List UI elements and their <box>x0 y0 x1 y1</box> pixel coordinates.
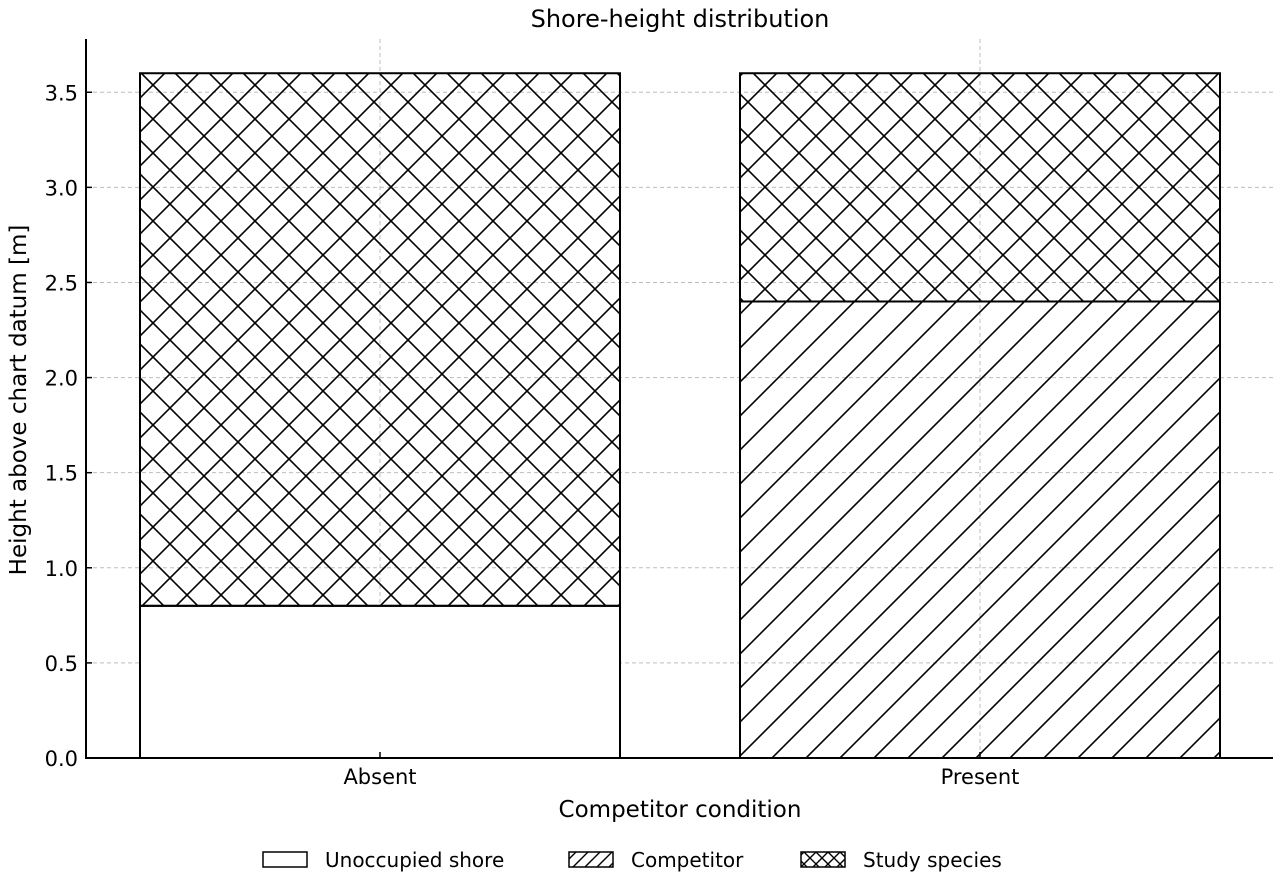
y-tick-label-0: 0.0 <box>45 747 78 771</box>
legend-swatch-2 <box>800 851 846 868</box>
y-tick-label-2: 1.0 <box>45 557 78 581</box>
x-axis-ticks: Absent Present <box>343 752 1019 789</box>
bar-present-competitor <box>739 300 1221 759</box>
legend-item-competitor: Competitor <box>568 848 744 872</box>
y-axis-ticks: 0.0 0.5 1.0 1.5 2.0 2.5 3.0 3.5 <box>45 81 92 771</box>
bar-absent-unoccupied-shore <box>139 604 621 759</box>
bar-present-study-species <box>739 72 1221 303</box>
bars <box>139 72 1221 759</box>
x-axis-label: Competitor condition <box>559 797 802 823</box>
chart-title: Shore-height distribution <box>531 5 830 33</box>
legend-label-2: Study species <box>863 848 1002 872</box>
y-axis-label: Height above chart datum [m] <box>6 225 32 576</box>
y-tick-label-4: 2.0 <box>45 367 78 391</box>
legend-item-study-species: Study species <box>800 848 1002 872</box>
y-tick-label-6: 3.0 <box>45 176 78 200</box>
x-tick-label-1: Present <box>941 765 1020 789</box>
legend-label-1: Competitor <box>631 848 744 872</box>
legend-item-unoccupied-shore: Unoccupied shore <box>262 848 504 872</box>
x-tick-label-0: Absent <box>343 765 416 789</box>
y-tick-label-7: 3.5 <box>45 81 78 105</box>
y-tick-label-3: 1.5 <box>45 462 78 486</box>
bar-absent-study-species <box>139 72 621 607</box>
legend-label-0: Unoccupied shore <box>325 848 504 872</box>
legend-swatch-1 <box>568 851 614 868</box>
axes <box>85 39 1273 759</box>
y-tick-label-5: 2.5 <box>45 271 78 295</box>
legend-swatch-0 <box>262 851 308 868</box>
legend: Unoccupied shore Competitor Study species <box>262 848 1002 872</box>
y-tick-label-1: 0.5 <box>45 652 78 676</box>
